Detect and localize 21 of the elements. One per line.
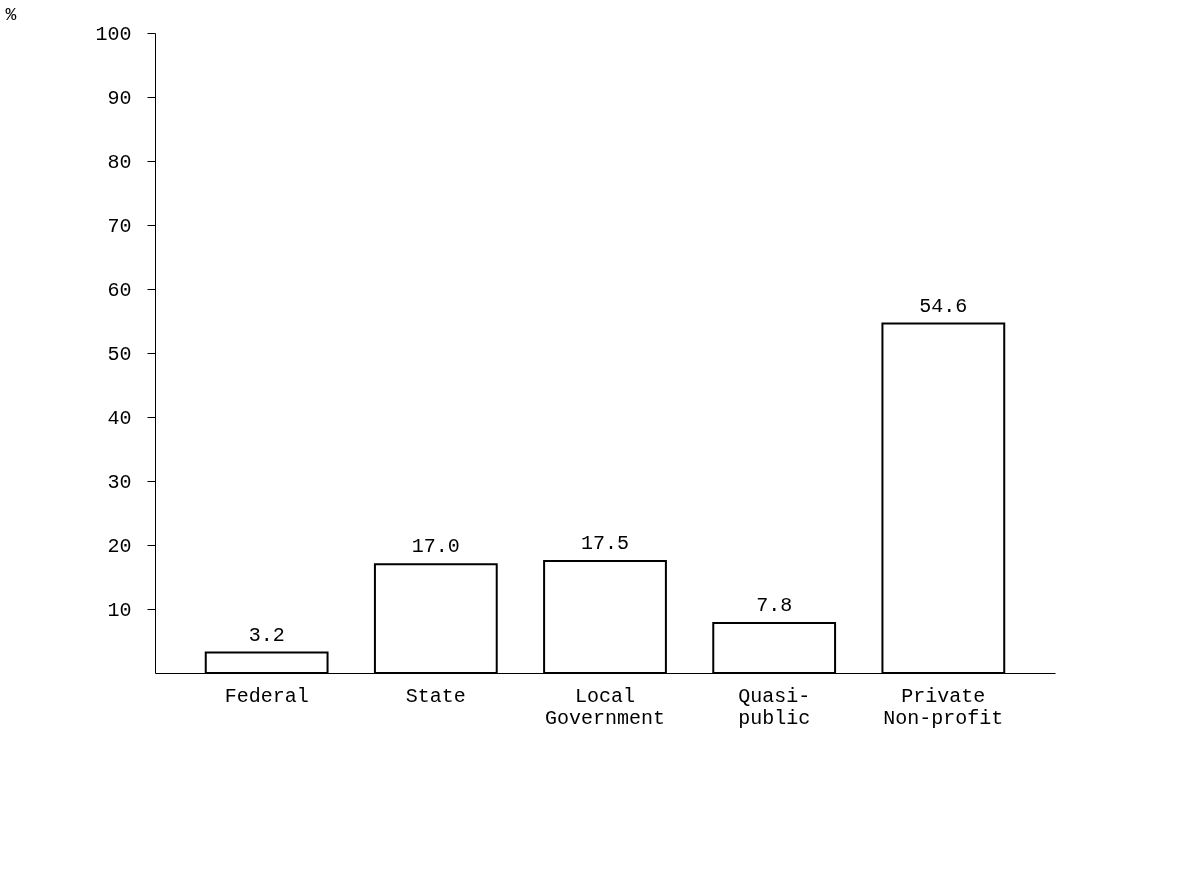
y-tick-label: 30 (107, 470, 132, 494)
data-label: 17.0 (411, 535, 460, 559)
x-tick-label: Quasi- public (738, 684, 811, 730)
y-tick-label: 100 (95, 22, 132, 46)
x-tick-label: Local Government (544, 684, 666, 730)
y-tick-label: 60 (107, 278, 132, 302)
x-tick-label: Federal (224, 684, 309, 708)
x-tick-label: State (405, 684, 466, 708)
data-label: 3.2 (248, 623, 285, 647)
y-tick-label: 20 (107, 534, 132, 558)
data-label: 54.6 (919, 294, 968, 318)
x-tick-label: Private Non-profit (883, 684, 1004, 730)
data-label: 7.8 (756, 594, 793, 618)
y-tick-label: 70 (107, 214, 132, 238)
y-tick-label: 40 (107, 406, 132, 430)
y-tick-label: 90 (107, 86, 132, 110)
y-tick-label: 80 (107, 150, 132, 174)
y-tick-label: 10 (107, 598, 132, 622)
y-tick-label: 50 (107, 342, 132, 366)
data-label: 17.5 (580, 532, 630, 555)
y-axis-title: % (5, 4, 17, 25)
